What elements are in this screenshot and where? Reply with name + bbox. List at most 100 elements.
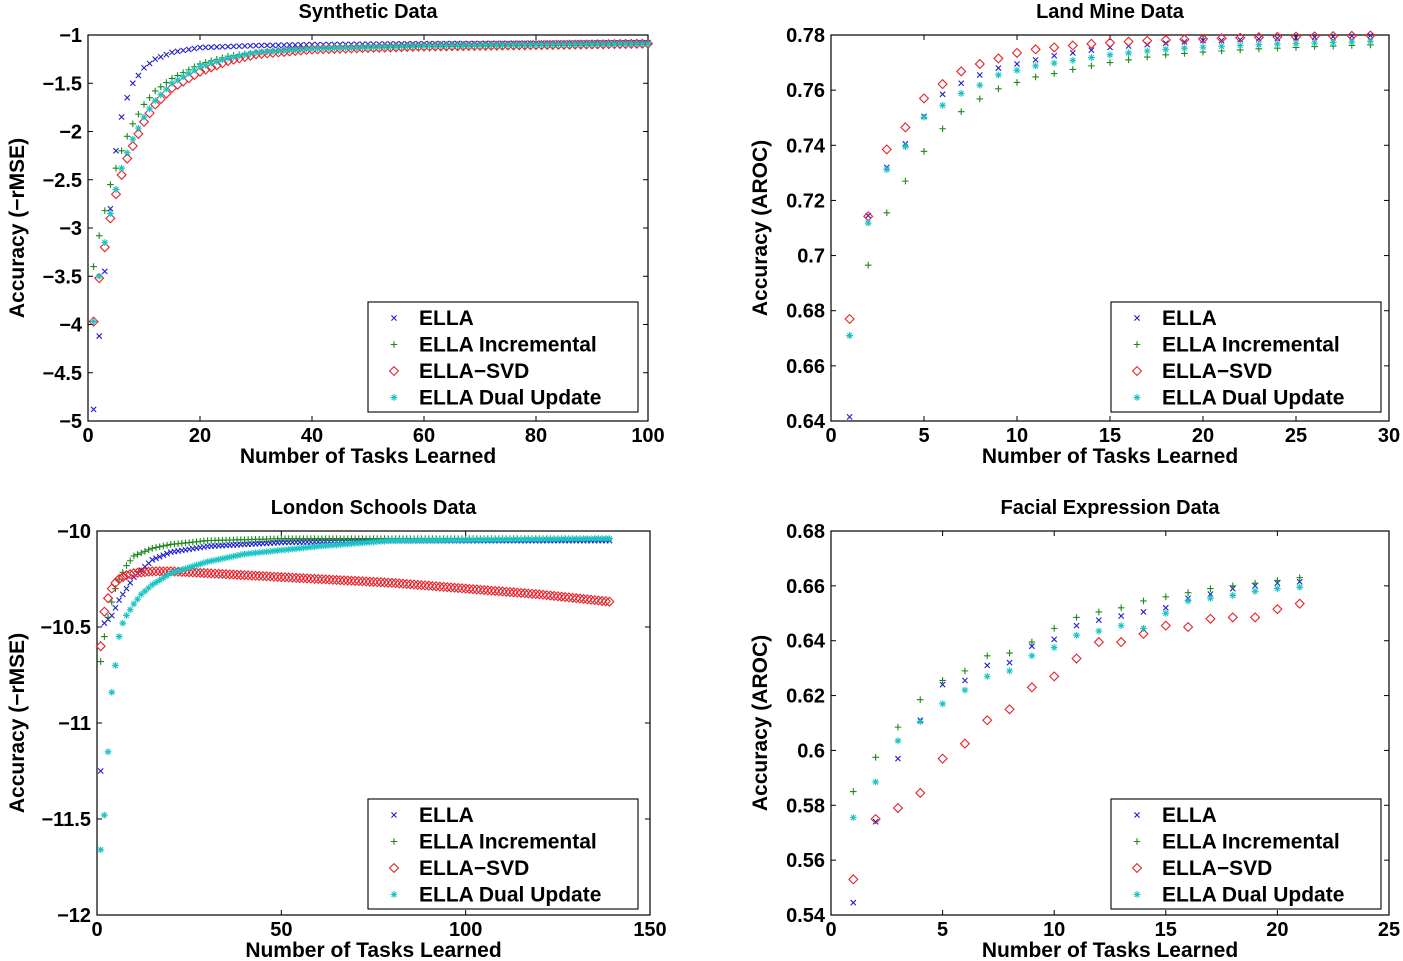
data-point-star-marker (129, 135, 137, 143)
x-tick-label: 5 (918, 425, 929, 447)
legend-label: ELLA Dual Update (419, 884, 601, 907)
data-point-diamond-marker (574, 593, 586, 604)
data-point-star-marker (311, 543, 318, 551)
data-point-diamond-marker (504, 586, 516, 598)
legend-label: ELLA Incremental (419, 831, 597, 854)
data-point-x-marker (1181, 38, 1188, 45)
data-point-star-marker (849, 814, 857, 822)
data-point-diamond-marker (408, 579, 420, 590)
y-tick-label: 0.58 (786, 795, 825, 817)
data-point-x-marker (275, 42, 282, 49)
data-point-diamond-marker (360, 576, 372, 587)
legend-box (1110, 301, 1382, 413)
data-point-star-marker (577, 40, 585, 48)
data-point-diamond-marker (541, 589, 552, 601)
data-point-star-marker (499, 41, 506, 49)
data-point-star-marker (1181, 44, 1188, 52)
y-tick-label: 0.66 (786, 356, 825, 378)
data-point-diamond-marker (1160, 34, 1171, 46)
data-point-star-marker (218, 555, 226, 563)
y-tick-label: 0.68 (786, 301, 825, 323)
data-point-star-marker (322, 542, 329, 550)
data-point-diamond-marker (956, 66, 967, 77)
data-point-diamond-marker (250, 570, 261, 581)
data-point-x-marker (984, 662, 991, 669)
data-point-star-marker (135, 124, 142, 132)
data-point-plus-marker (976, 95, 984, 103)
data-point-star-marker (1073, 631, 1080, 639)
data-point-star-marker (1095, 627, 1103, 635)
data-point-diamond-marker (482, 585, 493, 596)
data-point-star-marker (510, 41, 517, 49)
legend: ELLA ELLA Incremental ELLA−SVD ELLA Dual Up… (367, 798, 639, 910)
data-point-star-marker (193, 561, 200, 569)
data-point-diamond-marker (460, 583, 471, 594)
data-point-plus-marker (107, 181, 114, 188)
data-point-star-marker (543, 535, 551, 543)
data-point-star-marker (549, 41, 557, 48)
data-point-star-marker (1117, 622, 1125, 630)
data-point-diamond-marker (445, 582, 457, 593)
data-point-star-marker (381, 537, 388, 545)
data-point-diamond-marker (405, 579, 416, 590)
data-point-diamond-marker (353, 575, 364, 587)
data-point-x-marker (872, 818, 879, 825)
data-point-star-marker (602, 535, 610, 543)
data-point-star-marker (403, 42, 411, 50)
data-point-star-marker (448, 41, 456, 49)
data-point-star-marker (366, 538, 374, 546)
data-point-x-marker (958, 80, 965, 87)
data-point-star-marker (902, 143, 909, 151)
data-point-x-marker (894, 755, 901, 762)
data-point-plus-marker (961, 667, 969, 675)
data-point-x-marker (156, 553, 163, 560)
legend: ELLA ELLA Incremental ELLA−SVD ELLA Dual Up… (1110, 798, 1382, 910)
data-point-star-marker (594, 535, 602, 543)
data-point-plus-marker (90, 263, 97, 270)
x-tick-label: 10 (1006, 425, 1028, 447)
data-point-star-marker (1348, 38, 1356, 46)
data-point-diamond-marker (870, 813, 881, 825)
data-point-star-marker (377, 538, 385, 545)
data-point-diamond-marker (571, 593, 582, 604)
data-point-x-marker (253, 42, 259, 49)
data-point-star-marker (414, 536, 422, 544)
data-point-star-marker (436, 536, 444, 544)
data-point-star-marker (491, 536, 499, 544)
data-point-star-marker (606, 535, 613, 543)
data-point-star-marker (370, 538, 377, 546)
data-point-diamond-marker (99, 242, 110, 253)
data-point-x-marker (1237, 36, 1244, 43)
data-point-diamond-marker (138, 116, 150, 128)
data-point-star-marker (171, 568, 178, 576)
data-point-star-marker (204, 558, 211, 566)
data-point-star-marker (241, 51, 249, 59)
data-point-x-marker (1073, 622, 1080, 629)
data-point-star-marker (513, 536, 521, 543)
data-point-star-marker (462, 536, 470, 544)
data-point-diamond-marker (305, 573, 317, 584)
data-point-star-marker (174, 567, 182, 575)
data-point-star-marker (266, 547, 274, 555)
data-point-diamond-marker (383, 577, 394, 588)
data-point-star-marker (331, 44, 338, 52)
series-ella-dual-update (97, 535, 613, 854)
data-point-diamond-marker (642, 38, 654, 49)
data-point-diamond-marker (150, 566, 162, 577)
data-point-plus-marker (1229, 582, 1237, 590)
data-point-plus-marker (1069, 66, 1077, 73)
y-tick-label: 0.74 (786, 135, 826, 157)
data-point-diamond-marker (268, 571, 280, 582)
data-point-star-marker (473, 536, 481, 544)
data-point-star-marker (587, 535, 595, 543)
data-point-x-marker (281, 42, 287, 49)
data-point-diamond-marker (993, 53, 1004, 64)
data-point-diamond-marker (416, 579, 427, 591)
data-point-diamond-marker (467, 583, 479, 595)
data-point-plus-marker (983, 652, 991, 660)
data-point-star-marker (392, 537, 400, 544)
data-point-star-marker (307, 543, 315, 551)
data-point-diamond-marker (548, 590, 560, 602)
data-point-star-marker (375, 43, 383, 51)
x-tick-label: 100 (631, 425, 664, 447)
